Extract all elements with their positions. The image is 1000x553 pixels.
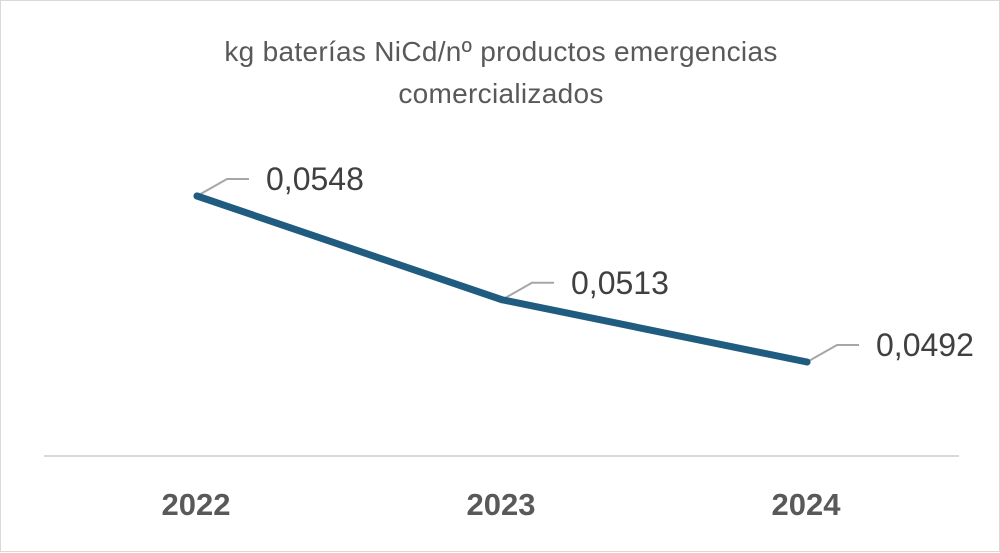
x-tick-label-2023: 2023 (467, 487, 536, 522)
x-tick-label-2022: 2022 (162, 487, 231, 522)
data-labels: 0,0548 0,0513 0,0492 (266, 161, 974, 363)
leader-line-2023 (501, 281, 554, 301)
leader-lines (196, 178, 859, 363)
data-label-2023: 0,0513 (571, 265, 669, 301)
leader-line-2024 (806, 344, 859, 363)
x-tick-labels: 2022 2023 2024 (162, 487, 842, 522)
data-label-2024: 0,0492 (876, 327, 974, 363)
x-tick-label-2024: 2024 (772, 487, 842, 522)
leader-line-2022 (196, 178, 249, 197)
data-label-2022: 0,0548 (266, 161, 364, 197)
data-point-2022 (193, 192, 201, 200)
chart-title: kg baterías NiCd/nº productos emergencia… (224, 36, 778, 109)
data-point-2024 (803, 358, 811, 366)
data-points (193, 192, 811, 366)
data-point-2023 (498, 296, 506, 304)
series-line (193, 192, 811, 366)
